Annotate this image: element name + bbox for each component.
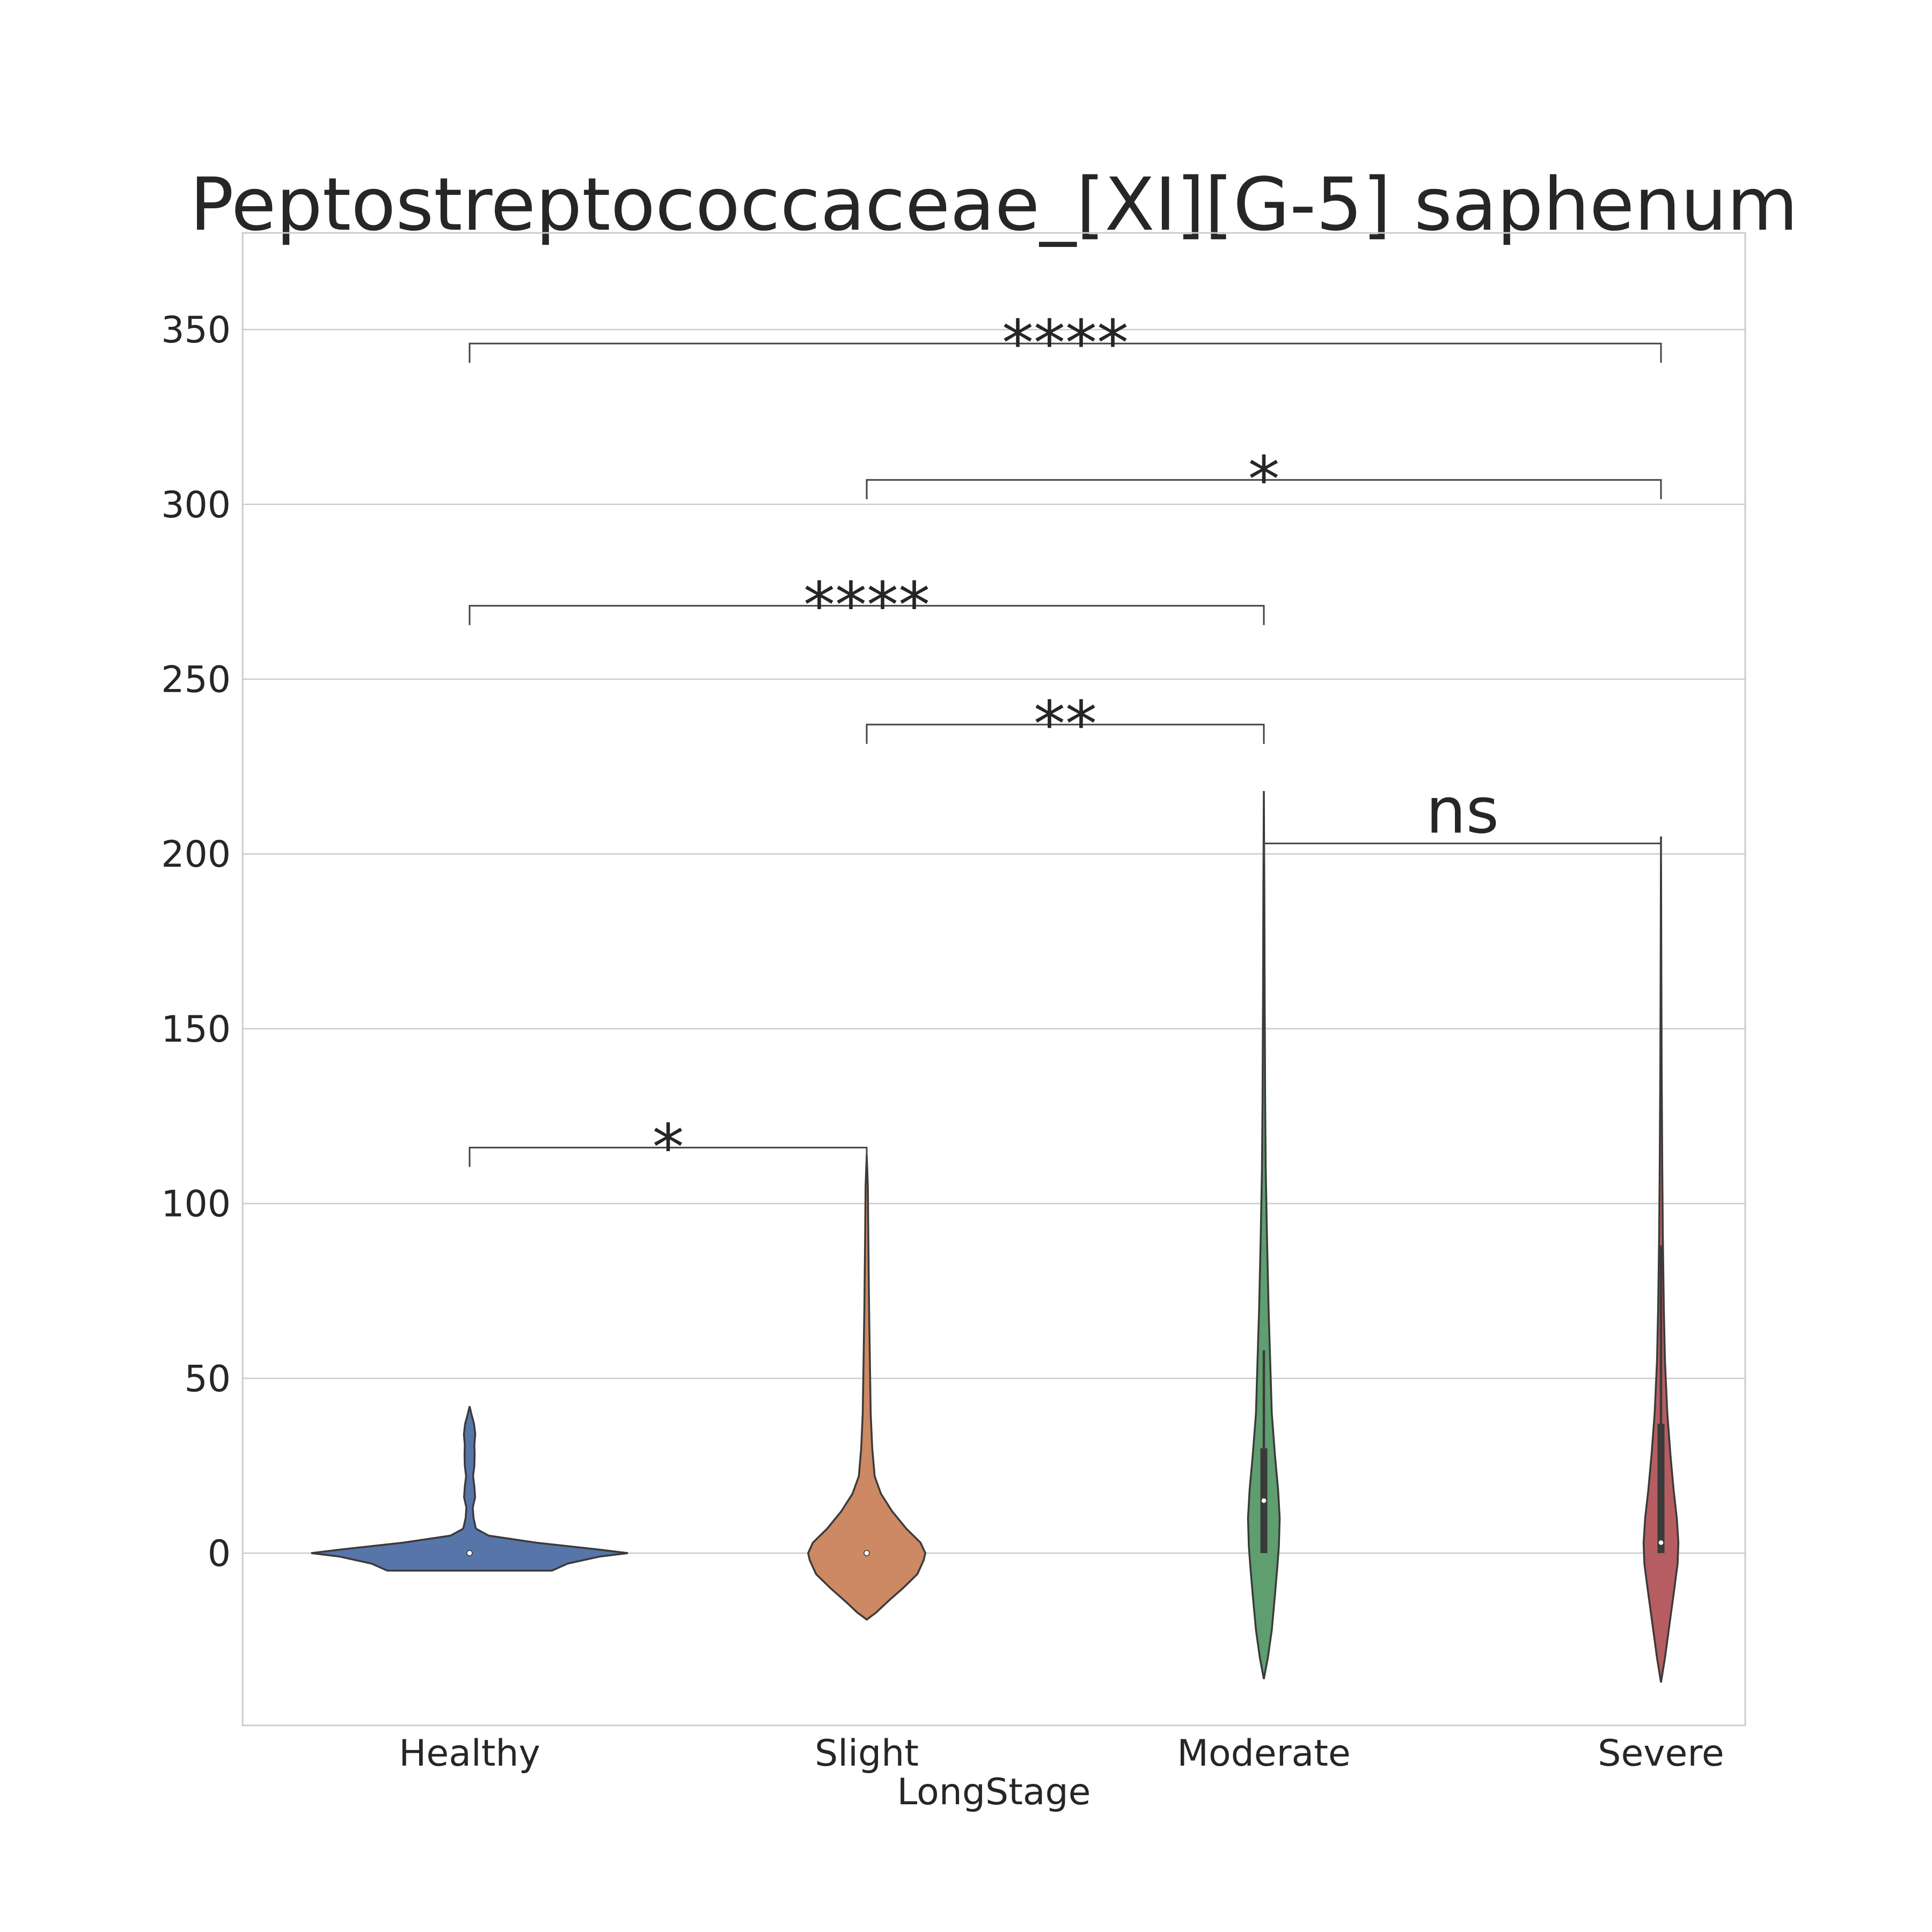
y-tick-label: 100: [161, 1183, 231, 1226]
significance-bracket: [866, 479, 1662, 500]
y-axis-ticks: 0 50 100 150 200 250 300 350: [161, 309, 231, 1575]
violin-moderate: [1247, 791, 1281, 1679]
x-tick-label: Slight: [815, 1732, 919, 1775]
y-tick-label: 50: [184, 1358, 231, 1400]
gridlines: [243, 328, 1745, 1554]
significance-bracket: [469, 1146, 868, 1167]
y-tick-label: 150: [161, 1008, 231, 1051]
y-tick-label: 250: [161, 659, 231, 701]
x-axis-ticks: Healthy Slight Moderate Severe: [399, 1732, 1724, 1775]
significance-label: *: [653, 1110, 684, 1184]
median-point-moderate: [1261, 1497, 1267, 1504]
significance-label: ****: [1002, 306, 1129, 380]
median-point-healthy: [466, 1550, 473, 1556]
violins: [311, 791, 1680, 1683]
significance-bracket: [469, 342, 1662, 363]
x-tick-label: Moderate: [1177, 1732, 1350, 1775]
median-point-slight: [863, 1550, 870, 1556]
y-tick-label: 300: [161, 484, 231, 526]
median-point-severe: [1658, 1539, 1664, 1546]
chart-title: Peptostreptococcaceae_[XI][G-5] saphenum: [190, 163, 1798, 247]
significance-label: ns: [1426, 774, 1499, 848]
x-axis-label: LongStage: [897, 1771, 1091, 1813]
significance-annotations: *ns***********: [469, 306, 1662, 1184]
significance-bracket: [866, 723, 1265, 744]
significance-label: **: [1034, 687, 1097, 761]
y-tick-label: 350: [161, 309, 231, 352]
significance-bracket: [469, 605, 1265, 625]
significance-label: *: [1248, 442, 1280, 516]
violin-healthy: [311, 1406, 628, 1572]
significance-bracket: [1263, 843, 1662, 863]
violin-slight: [807, 1154, 927, 1621]
x-tick-label: Severe: [1598, 1732, 1724, 1775]
y-tick-label: 200: [161, 833, 231, 876]
y-tick-label: 0: [208, 1533, 231, 1575]
plot-frame: [241, 232, 1746, 1726]
x-tick-label: Healthy: [399, 1732, 540, 1775]
significance-label: ****: [803, 568, 930, 642]
